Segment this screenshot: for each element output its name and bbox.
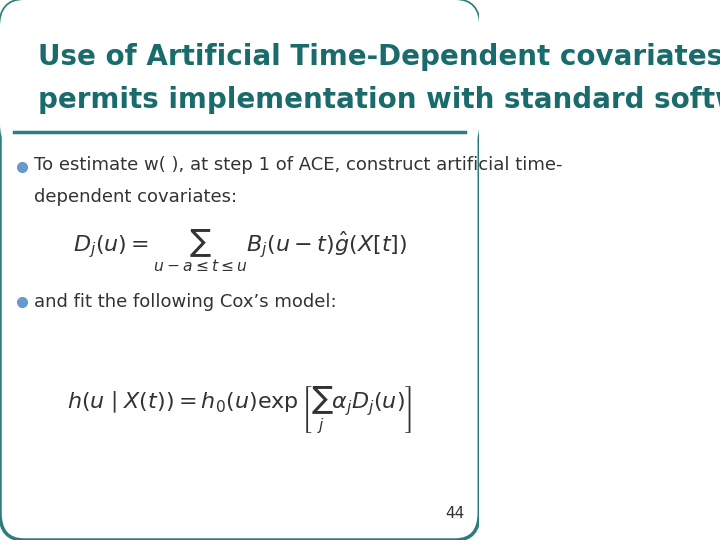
- Text: dependent covariates:: dependent covariates:: [34, 188, 237, 206]
- FancyBboxPatch shape: [0, 0, 480, 540]
- Text: To estimate w( ), at step 1 of ACE, construct artificial time-: To estimate w( ), at step 1 of ACE, cons…: [34, 156, 562, 174]
- FancyBboxPatch shape: [0, 0, 480, 151]
- Text: $D_j(u) = \sum_{u-a \leq t \leq u} B_j(u-t)\hat{g}(X[t])$: $D_j(u) = \sum_{u-a \leq t \leq u} B_j(u…: [73, 228, 407, 274]
- Text: $h(u \mid X(t)) = h_0(u)\exp\left[\sum_j \alpha_j D_j(u)\right]$: $h(u \mid X(t)) = h_0(u)\exp\left[\sum_j…: [67, 384, 412, 436]
- Text: Use of Artificial Time-Dependent covariates: Use of Artificial Time-Dependent covaria…: [38, 43, 720, 71]
- Text: and fit the following Cox’s model:: and fit the following Cox’s model:: [34, 293, 336, 312]
- Text: 44: 44: [446, 505, 465, 521]
- Text: permits implementation with standard software: permits implementation with standard sof…: [38, 86, 720, 114]
